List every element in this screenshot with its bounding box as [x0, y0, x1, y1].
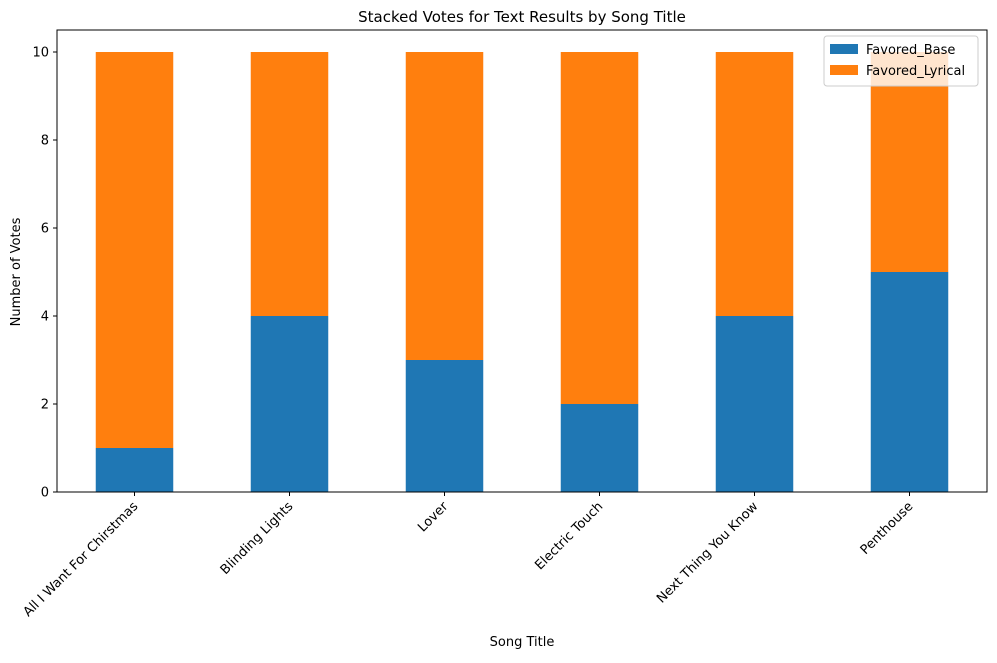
y-tick-label: 10	[32, 46, 49, 61]
legend-box	[823, 35, 979, 87]
y-tick-label: 6	[41, 222, 49, 237]
bar-segment-favored-lyrical-2	[405, 52, 484, 360]
y-tick-label: 0	[41, 486, 49, 501]
chart-title: Stacked Votes for Text Results by Song T…	[358, 8, 686, 26]
legend-label-favored-lyrical: Favored_Lyrical	[866, 64, 965, 79]
y-tick-label: 8	[41, 134, 49, 149]
bar-segment-favored-base-2	[405, 360, 484, 492]
legend-swatch-favored-base	[830, 44, 858, 54]
legend-swatch-favored-lyrical	[830, 65, 858, 75]
legend: Favored_Base Favored_Lyrical	[823, 35, 979, 87]
bar-segment-favored-lyrical-5	[870, 52, 949, 272]
bar-segment-favored-base-0	[95, 448, 174, 492]
y-axis-label: Number of Votes	[9, 217, 24, 326]
bar-segment-favored-lyrical-4	[715, 52, 794, 316]
bar-segment-favored-lyrical-0	[95, 52, 174, 448]
bar-segment-favored-base-4	[715, 316, 794, 492]
bar-segment-favored-base-3	[560, 404, 639, 492]
bar-segment-favored-base-5	[870, 272, 949, 492]
bars-layer	[95, 52, 949, 492]
y-tick-label: 2	[41, 398, 49, 413]
legend-label-favored-base: Favored_Base	[866, 43, 955, 58]
x-tick-label: Next Thing You Know	[654, 499, 762, 607]
x-axis-label: Song Title	[490, 635, 555, 650]
y-tick-label: 4	[41, 310, 49, 325]
x-tick-label: All I Want For Chirstmas	[21, 499, 142, 620]
x-tick-label: Blinding Lights	[218, 499, 297, 578]
x-tick-label: Electric Touch	[532, 499, 606, 573]
x-tick-label: Lover	[415, 499, 452, 536]
plot-frame	[56, 29, 988, 493]
bar-segment-favored-base-1	[250, 316, 329, 492]
bar-segment-favored-lyrical-3	[560, 52, 639, 404]
bar-segment-favored-lyrical-1	[250, 52, 329, 316]
x-tick-label: Penthouse	[858, 499, 917, 558]
